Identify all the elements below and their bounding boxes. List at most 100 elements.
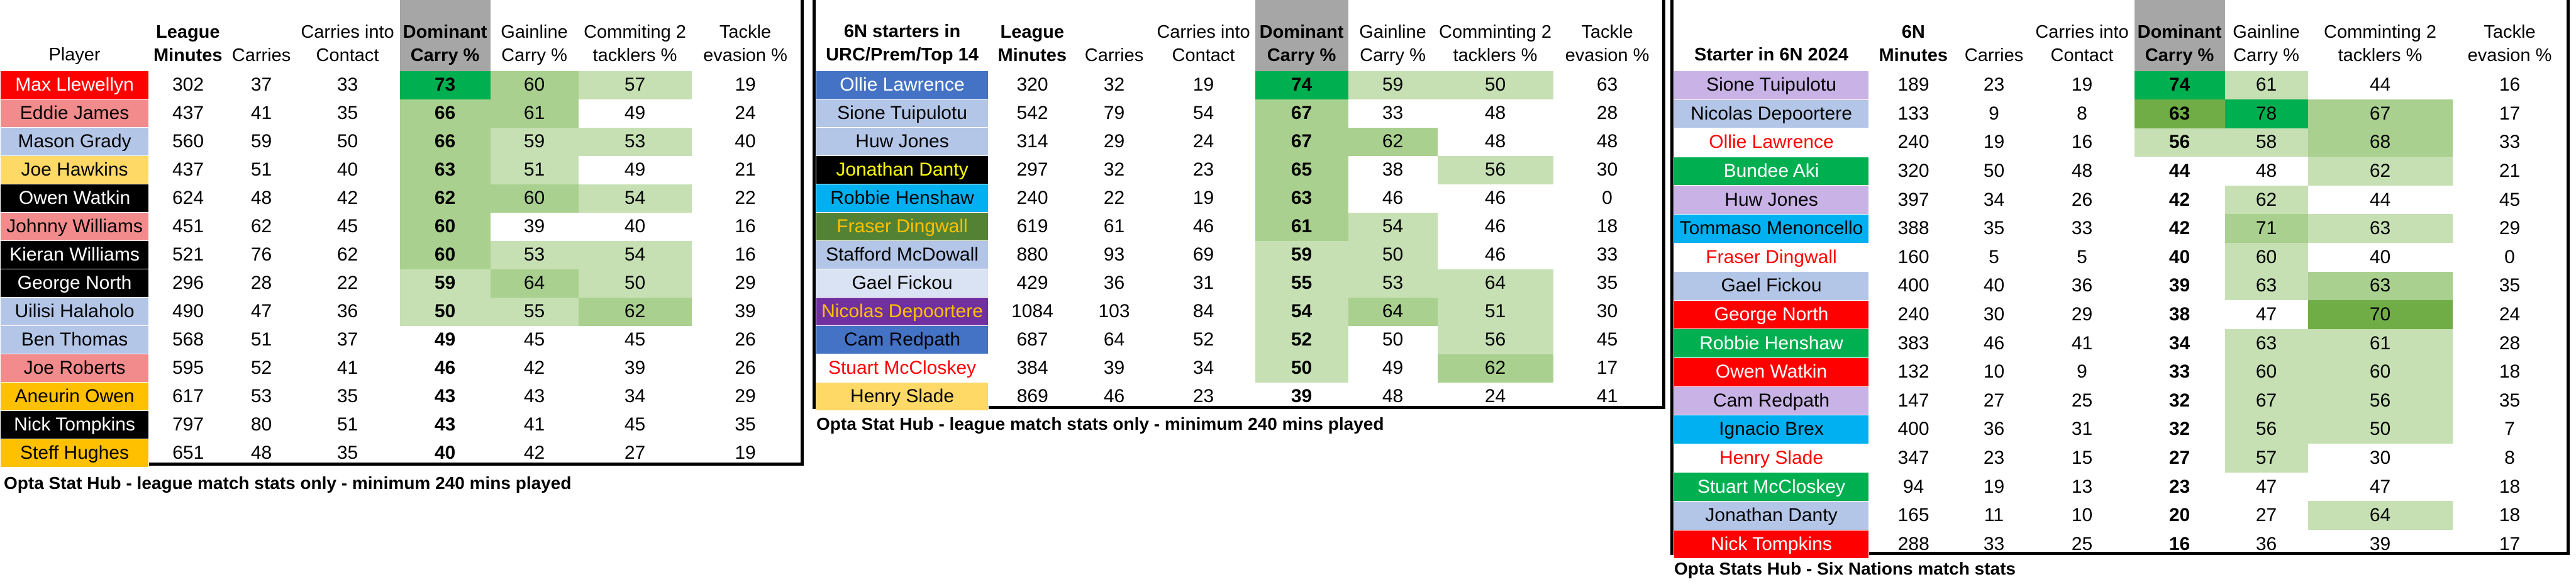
table2: 6N starters in URC/Prem/Top 14 League Mi… [816,0,1662,411]
gainline-cell: 67 [2224,386,2308,415]
carries-cell: 27 [1983,390,2005,411]
tackle-evasion-cell: 8 [2504,447,2515,469]
tackle-evasion-cell: 17 [2499,103,2521,124]
commiting-cell: 53 [578,127,692,156]
gainline-cell: 59 [1348,70,1438,99]
carries-cell: 48 [250,442,272,463]
gainline-cell: 50 [1382,329,1404,350]
carries-contact-cell: 22 [336,272,358,293]
minutes-cell: 240 [1897,304,1929,325]
dominant-carry-cell: 40 [2168,246,2190,267]
commiting-cell: 45 [624,329,646,350]
minutes-cell: 240 [1016,188,1048,208]
column-header-gainline: Gainline Carry % [501,21,568,65]
table3-caption: Opta Stats Hub - Six Nations match stats [1674,559,2016,578]
minutes-cell: 160 [1897,246,1929,267]
player-name-cell: Stuart McCloskey [816,354,989,383]
tackle-evasion-cell: 33 [1596,244,1618,265]
column-header-dominant-carry: Dominant Carry % [399,0,491,71]
dominant-carry-cell: 63 [1255,184,1348,213]
carries-cell: 46 [1103,386,1125,407]
table-row: Cam Redpath 687 64 52 52 50 56 45 [816,325,1662,354]
gainline-cell: 27 [2255,505,2277,526]
commiting-cell: 60 [2307,357,2453,387]
carries-contact-cell: 8 [2077,103,2087,124]
commiting-cell: 48 [1484,103,1506,123]
gainline-cell: 62 [2224,185,2308,215]
minutes-cell: 314 [1016,131,1048,152]
minutes-cell: 94 [1902,476,1924,497]
minutes-cell: 595 [172,357,204,378]
column-header-carries: Carries [1964,45,2024,65]
dominant-carry-cell: 60 [399,212,491,241]
gainline-cell: 47 [2255,476,2277,497]
column-header-minutes: League Minutes [997,21,1067,65]
minutes-cell: 437 [172,159,204,180]
tackle-evasion-cell: 18 [2499,476,2521,497]
carries-contact-cell: 24 [1192,131,1214,152]
carries-cell: 51 [250,329,272,350]
commiting-cell: 62 [1437,354,1553,383]
column-header-player: Player [48,45,101,65]
minutes-cell: 880 [1016,244,1048,265]
tackle-evasion-cell: 30 [1596,301,1618,322]
carries-cell: 80 [250,414,272,435]
gainline-cell: 60 [2224,243,2308,272]
minutes-cell: 347 [1897,447,1929,469]
gainline-cell: 45 [523,329,545,350]
carries-contact-cell: 29 [2071,304,2093,325]
column-header-player: Starter in 6N 2024 [1694,45,1848,65]
player-name-cell: Joe Roberts [0,354,149,383]
minutes-cell: 189 [1897,74,1929,96]
carries-contact-cell: 19 [1192,188,1214,208]
carries-cell: 40 [1983,275,2005,296]
gainline-cell: 60 [2224,357,2308,387]
dominant-carry-cell: 62 [399,184,491,213]
carries-cell: 51 [250,159,272,180]
table-row: Henry Slade 347 23 15 27 57 30 8 [1674,443,2567,473]
table-row: Nick Tompkins 288 33 25 16 36 39 17 [1674,529,2567,559]
tackle-evasion-cell: 33 [2499,132,2521,153]
dominant-carry-cell: 42 [2168,189,2190,210]
commiting-cell: 56 [2307,386,2453,415]
minutes-cell: 568 [172,329,204,350]
commiting-cell: 62 [578,297,692,326]
tackle-evasion-cell: 18 [1596,216,1618,237]
commiting-cell: 57 [578,70,692,99]
gainline-cell: 61 [2224,70,2308,100]
carries-cell: 50 [1983,160,2005,182]
carries-contact-cell: 23 [1192,159,1214,180]
commiting-cell: 50 [578,269,692,298]
carries-contact-cell: 37 [336,329,358,350]
tackle-evasion-cell: 19 [735,74,756,95]
table-row: Jonathan Danty 297 32 23 65 38 56 30 [816,155,1662,184]
carries-cell: 37 [250,74,272,95]
carries-contact-cell: 31 [1192,272,1214,293]
gainline-cell: 43 [523,386,545,407]
table-row: Gael Fickou 400 40 36 39 63 63 35 [1674,271,2567,301]
dominant-carry-cell: 50 [1255,354,1348,383]
table-row: Max Llewellyn 302 37 33 73 60 57 19 [0,70,799,99]
tackle-evasion-cell: 35 [1596,272,1618,293]
carries-contact-cell: 48 [2071,160,2093,182]
dominant-carry-cell: 27 [2168,447,2190,469]
table2-body: Ollie Lawrence 320 32 19 74 59 50 63 Sione Tuipu… [816,70,1662,411]
table2-frame [813,0,1665,409]
commiting-cell: 34 [624,386,646,407]
carries-cell: 79 [1103,103,1125,123]
commiting-cell: 50 [2307,415,2453,444]
table3: Starter in 6N 2024 6N Minutes Carries Ca… [1674,0,2567,559]
player-name-cell: Sione Tuipulotu [816,99,989,128]
tackle-evasion-cell: 40 [735,131,756,152]
player-name-cell: Steff Hughes [0,439,149,468]
player-name-cell: Owen Watkin [1674,357,1869,387]
dominant-carry-cell: 52 [1255,325,1348,354]
carries-cell: 33 [1983,533,2005,554]
carries-contact-cell: 19 [2071,74,2093,96]
commiting-cell: 49 [624,159,646,180]
minutes-cell: 1084 [1011,301,1053,322]
carries-cell: 61 [1103,216,1125,237]
carries-contact-cell: 13 [2071,476,2093,497]
dominant-carry-cell: 16 [2168,533,2190,554]
dominant-carry-cell: 63 [2134,99,2225,128]
